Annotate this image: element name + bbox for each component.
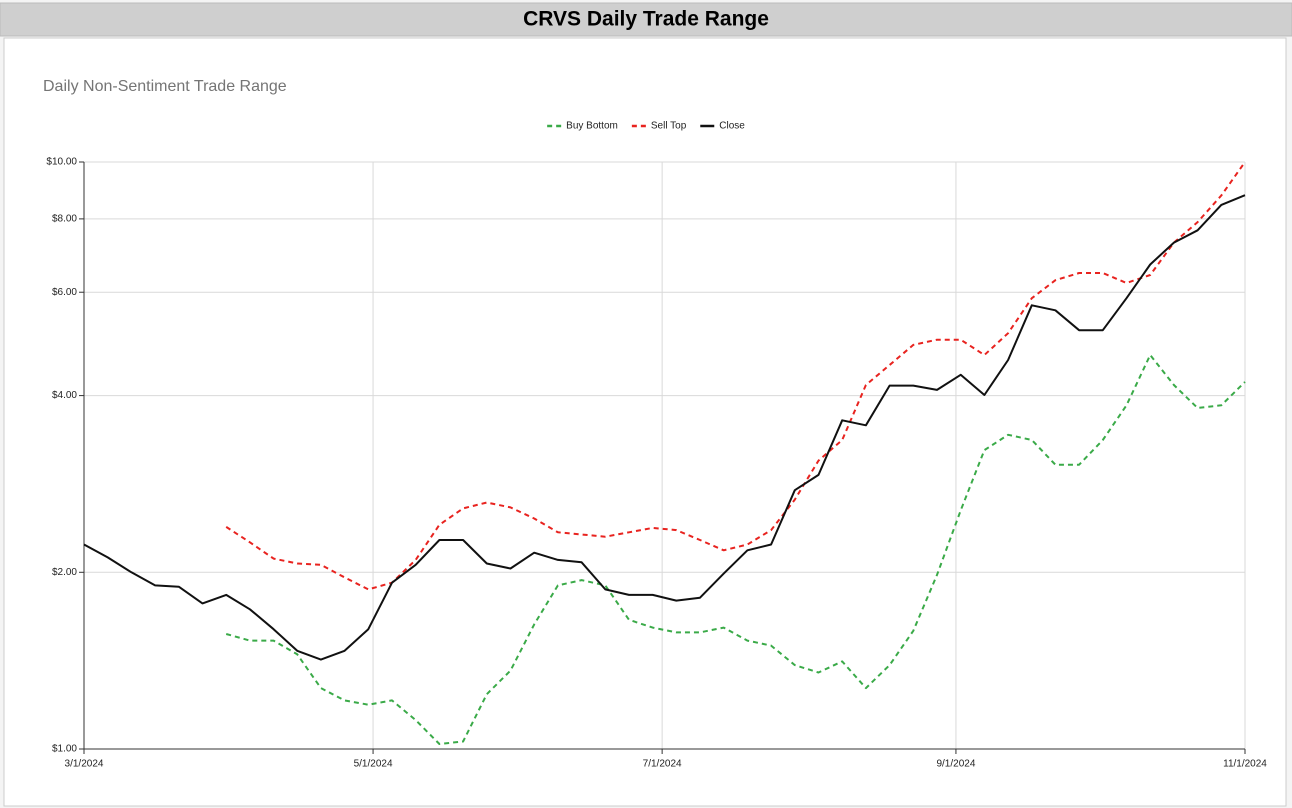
banner-title: CRVS Daily Trade Range	[523, 8, 769, 31]
chart-area	[3, 37, 1287, 807]
legend-label: Buy Bottom	[566, 121, 618, 132]
y-tick-label: $1.00	[52, 744, 77, 755]
x-tick-label: 5/1/2024	[354, 759, 393, 770]
x-tick-label: 7/1/2024	[643, 759, 682, 770]
y-tick-label: $6.00	[52, 287, 77, 298]
legend-item: Sell Top	[631, 121, 687, 132]
x-tick-label: 9/1/2024	[936, 759, 975, 770]
y-tick-label: $4.00	[52, 390, 77, 401]
x-tick-label: 3/1/2024	[65, 759, 104, 770]
legend-item: Close	[700, 121, 745, 132]
x-tick-label: 11/1/2024	[1223, 759, 1267, 770]
legend-label: Sell Top	[651, 121, 687, 132]
legend: Buy Bottom Sell Top Close	[547, 121, 745, 132]
series-line	[83, 194, 1246, 661]
legend-label: Close	[719, 121, 745, 132]
y-tick-label: $8.00	[52, 214, 77, 225]
banner-bar	[0, 2, 1292, 37]
chart-title: Daily Non-Sentiment Trade Range	[43, 78, 287, 95]
legend-item: Buy Bottom	[547, 121, 618, 132]
y-tick-label: $2.00	[52, 567, 77, 578]
y-tick-label: $10.00	[46, 157, 77, 168]
